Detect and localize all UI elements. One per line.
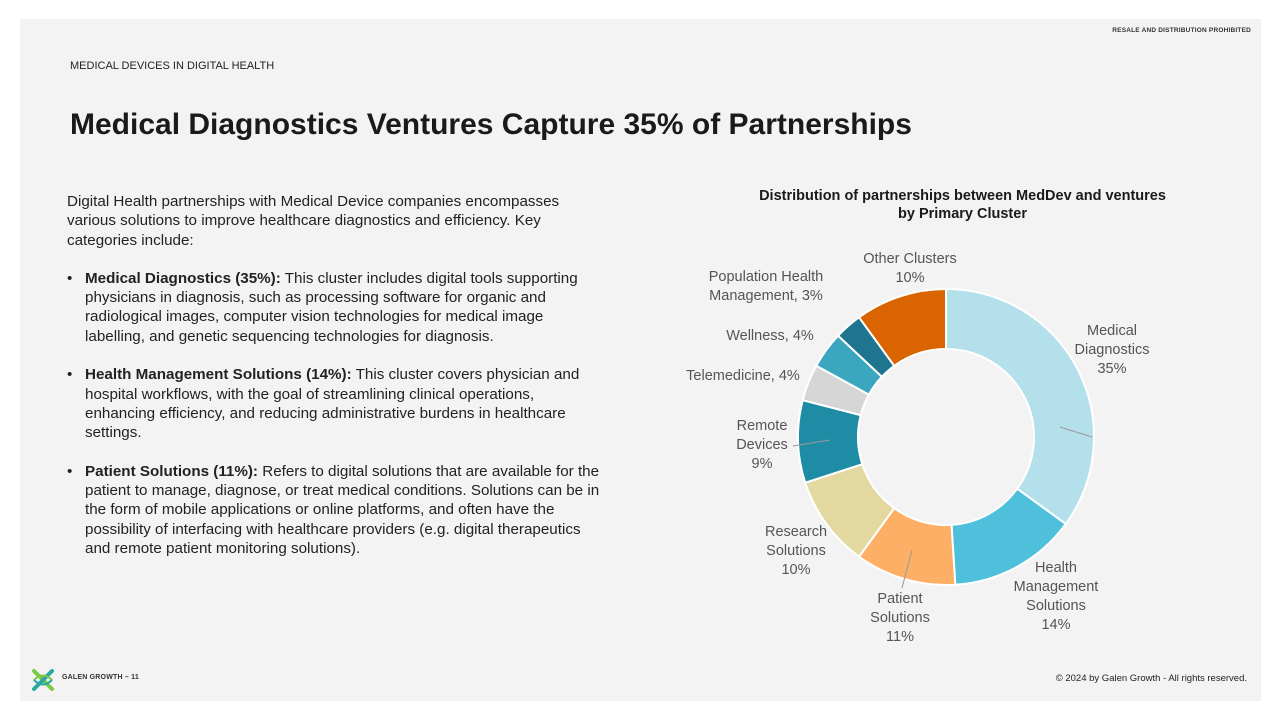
bullet-item-patient-solutions: • Patient Solutions (11%): Refers to dig… <box>67 462 607 558</box>
leader-line-remote-devices <box>792 439 831 447</box>
slice-label-research-solutions: Research Solutions 10% <box>765 524 827 578</box>
slice-label-patient-solutions: Patient Solutions 11% <box>870 591 930 645</box>
slice-label-telemedicine: Telemedicine, 4% <box>686 368 800 384</box>
slice-label-medical-diagnostics: Medical Diagnostics 35% <box>1075 323 1150 377</box>
galen-growth-logo <box>30 667 56 698</box>
bullet-text: This cluster covers physician and hospit… <box>85 366 580 442</box>
copyright: © 2024 by Galen Growth - All rights rese… <box>1055 673 1247 684</box>
bullet-text: This cluster includes digital tools supp… <box>85 269 578 345</box>
chart-title-line-2: by Primary Cluster <box>898 206 1027 222</box>
bullet-item-medical-diagnostics: • Medical Diagnostics (35%): This cluste… <box>67 269 607 346</box>
bullet-term: Medical Diagnostics (35%): <box>85 269 281 287</box>
slice-label-population-health-management: Population Health Management, 3% <box>709 269 823 304</box>
bullet-text: Refers to digital solutions that are ava… <box>85 462 600 558</box>
bullet-item-health-management: • Health Management Solutions (14%): Thi… <box>67 365 607 442</box>
donut-slice-other-clusters <box>857 287 947 368</box>
bullet-term: Patient Solutions (11%): <box>85 462 258 480</box>
bullet-marker: • <box>67 462 73 480</box>
chart-title: Distribution of partnerships between Med… <box>680 187 1245 223</box>
slice-label-other-clusters: Other Clusters 10% <box>863 251 956 286</box>
bullet-marker: • <box>67 366 73 384</box>
bullet-list: • Medical Diagnostics (35%): This cluste… <box>67 269 607 558</box>
page-title: Medical Diagnostics Ventures Capture 35%… <box>70 108 912 141</box>
section-label: MEDICAL DEVICES IN DIGITAL HEALTH <box>70 60 275 72</box>
leader-line-medical-diagnostics <box>1059 426 1093 438</box>
chart-title-line-1: Distribution of partnerships between Med… <box>759 188 1166 204</box>
intro-paragraph: Digital Health partnerships with Medical… <box>67 193 560 249</box>
distribution-notice: RESALE AND DISTRIBUTION PROHIBITED <box>1112 27 1251 34</box>
slice-label-health-management-solutions: Health Management Solutions 14% <box>1014 560 1099 633</box>
leader-line-patient-solutions <box>901 549 913 589</box>
bullet-term: Health Management Solutions (14%): <box>85 366 352 384</box>
donut-slice-medical-diagnostics <box>945 287 1095 526</box>
slice-label-wellness: Wellness, 4% <box>726 328 814 344</box>
footer-brand: GALEN GROWTH – 11 <box>62 674 139 681</box>
body-text: Digital Health partnerships with Medical… <box>67 192 607 578</box>
slice-label-remote-devices: Remote Devices 9% <box>736 418 788 472</box>
bullet-marker: • <box>67 269 73 287</box>
